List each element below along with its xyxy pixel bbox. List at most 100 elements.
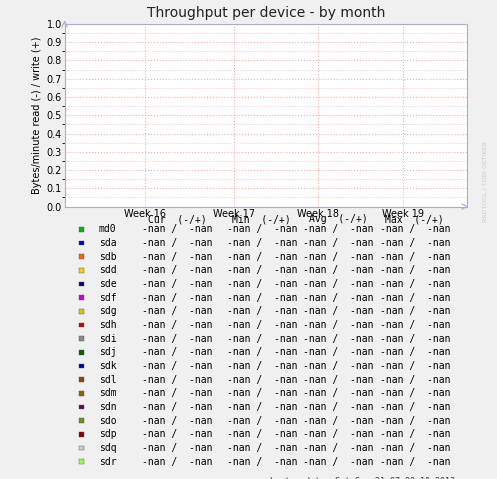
Bar <box>79 419 84 423</box>
Text: -nan /  -nan: -nan / -nan <box>227 430 297 439</box>
Text: sdm: sdm <box>99 388 116 399</box>
Text: -nan /  -nan: -nan / -nan <box>303 443 374 453</box>
Text: -nan /  -nan: -nan / -nan <box>303 388 374 399</box>
Text: -nan /  -nan: -nan / -nan <box>227 320 297 330</box>
Bar <box>79 446 84 450</box>
Text: -nan /  -nan: -nan / -nan <box>227 361 297 371</box>
Text: -nan /  -nan: -nan / -nan <box>142 402 213 412</box>
Bar <box>79 432 84 437</box>
Text: sdn: sdn <box>99 402 116 412</box>
Text: Last update: Sat Sep 21 07:00:10 2013: Last update: Sat Sep 21 07:00:10 2013 <box>270 477 455 479</box>
Text: -nan /  -nan: -nan / -nan <box>142 443 213 453</box>
Text: -nan /  -nan: -nan / -nan <box>227 334 297 344</box>
Text: -nan /  -nan: -nan / -nan <box>380 334 450 344</box>
Bar <box>79 296 84 300</box>
Bar <box>79 459 84 464</box>
Text: -nan /  -nan: -nan / -nan <box>380 388 450 399</box>
Y-axis label: Bytes/minute read (-) / write (+): Bytes/minute read (-) / write (+) <box>32 36 42 194</box>
Text: sdr: sdr <box>99 457 116 467</box>
Text: Avg  (-/+): Avg (-/+) <box>309 215 368 225</box>
Text: -nan /  -nan: -nan / -nan <box>227 252 297 262</box>
Text: sdf: sdf <box>99 293 116 303</box>
Text: -nan /  -nan: -nan / -nan <box>142 238 213 248</box>
Text: sdl: sdl <box>99 375 116 385</box>
Text: -nan /  -nan: -nan / -nan <box>380 457 450 467</box>
Text: -nan /  -nan: -nan / -nan <box>142 347 213 357</box>
Text: -nan /  -nan: -nan / -nan <box>303 238 374 248</box>
Text: -nan /  -nan: -nan / -nan <box>380 416 450 426</box>
Bar <box>79 336 84 341</box>
Text: -nan /  -nan: -nan / -nan <box>303 416 374 426</box>
Text: -nan /  -nan: -nan / -nan <box>142 361 213 371</box>
Bar <box>79 227 84 232</box>
Text: -nan /  -nan: -nan / -nan <box>303 252 374 262</box>
Text: -nan /  -nan: -nan / -nan <box>380 225 450 234</box>
Text: -nan /  -nan: -nan / -nan <box>303 225 374 234</box>
Text: sda: sda <box>99 238 116 248</box>
Text: -nan /  -nan: -nan / -nan <box>142 334 213 344</box>
Text: -nan /  -nan: -nan / -nan <box>303 457 374 467</box>
Text: -nan /  -nan: -nan / -nan <box>303 347 374 357</box>
Text: -nan /  -nan: -nan / -nan <box>303 402 374 412</box>
Text: -nan /  -nan: -nan / -nan <box>380 320 450 330</box>
Text: -nan /  -nan: -nan / -nan <box>303 307 374 317</box>
Text: -nan /  -nan: -nan / -nan <box>142 375 213 385</box>
Text: -nan /  -nan: -nan / -nan <box>227 293 297 303</box>
Text: -nan /  -nan: -nan / -nan <box>303 320 374 330</box>
Text: -nan /  -nan: -nan / -nan <box>380 265 450 275</box>
Text: -nan /  -nan: -nan / -nan <box>227 279 297 289</box>
Text: -nan /  -nan: -nan / -nan <box>227 402 297 412</box>
Text: sdo: sdo <box>99 416 116 426</box>
Bar <box>79 309 84 314</box>
Text: -nan /  -nan: -nan / -nan <box>227 443 297 453</box>
Text: -nan /  -nan: -nan / -nan <box>142 457 213 467</box>
Text: -nan /  -nan: -nan / -nan <box>380 402 450 412</box>
Text: md0: md0 <box>99 225 116 234</box>
Text: -nan /  -nan: -nan / -nan <box>227 307 297 317</box>
Text: -nan /  -nan: -nan / -nan <box>380 430 450 439</box>
Text: -nan /  -nan: -nan / -nan <box>380 361 450 371</box>
Bar <box>79 254 84 259</box>
Text: sdd: sdd <box>99 265 116 275</box>
Text: sdk: sdk <box>99 361 116 371</box>
Bar <box>79 268 84 273</box>
Text: Min  (-/+): Min (-/+) <box>233 215 291 225</box>
Text: sdp: sdp <box>99 430 116 439</box>
Text: -nan /  -nan: -nan / -nan <box>303 430 374 439</box>
Text: RRDTOOL / TOBI OETIKER: RRDTOOL / TOBI OETIKER <box>482 142 487 222</box>
Text: -nan /  -nan: -nan / -nan <box>303 375 374 385</box>
Bar <box>79 377 84 382</box>
Text: -nan /  -nan: -nan / -nan <box>227 347 297 357</box>
Text: -nan /  -nan: -nan / -nan <box>303 361 374 371</box>
Text: sde: sde <box>99 279 116 289</box>
Text: -nan /  -nan: -nan / -nan <box>142 416 213 426</box>
Text: -nan /  -nan: -nan / -nan <box>303 279 374 289</box>
Text: -nan /  -nan: -nan / -nan <box>142 279 213 289</box>
Text: sdi: sdi <box>99 334 116 344</box>
Text: -nan /  -nan: -nan / -nan <box>303 334 374 344</box>
Text: sdg: sdg <box>99 307 116 317</box>
Text: -nan /  -nan: -nan / -nan <box>227 457 297 467</box>
Text: -nan /  -nan: -nan / -nan <box>227 238 297 248</box>
Text: Max  (-/+): Max (-/+) <box>386 215 444 225</box>
Text: sdb: sdb <box>99 252 116 262</box>
Text: -nan /  -nan: -nan / -nan <box>380 293 450 303</box>
Text: sdj: sdj <box>99 347 116 357</box>
Bar <box>79 241 84 246</box>
Text: -nan /  -nan: -nan / -nan <box>380 238 450 248</box>
Bar <box>79 405 84 410</box>
Text: -nan /  -nan: -nan / -nan <box>142 307 213 317</box>
Text: -nan /  -nan: -nan / -nan <box>227 388 297 399</box>
Text: -nan /  -nan: -nan / -nan <box>142 388 213 399</box>
Text: sdh: sdh <box>99 320 116 330</box>
Title: Throughput per device - by month: Throughput per device - by month <box>147 6 385 20</box>
Text: -nan /  -nan: -nan / -nan <box>142 430 213 439</box>
Bar <box>79 364 84 368</box>
Text: -nan /  -nan: -nan / -nan <box>227 265 297 275</box>
Text: -nan /  -nan: -nan / -nan <box>380 279 450 289</box>
Text: -nan /  -nan: -nan / -nan <box>142 320 213 330</box>
Text: Cur  (-/+): Cur (-/+) <box>148 215 207 225</box>
Text: -nan /  -nan: -nan / -nan <box>227 416 297 426</box>
Bar <box>79 350 84 355</box>
Text: -nan /  -nan: -nan / -nan <box>380 307 450 317</box>
